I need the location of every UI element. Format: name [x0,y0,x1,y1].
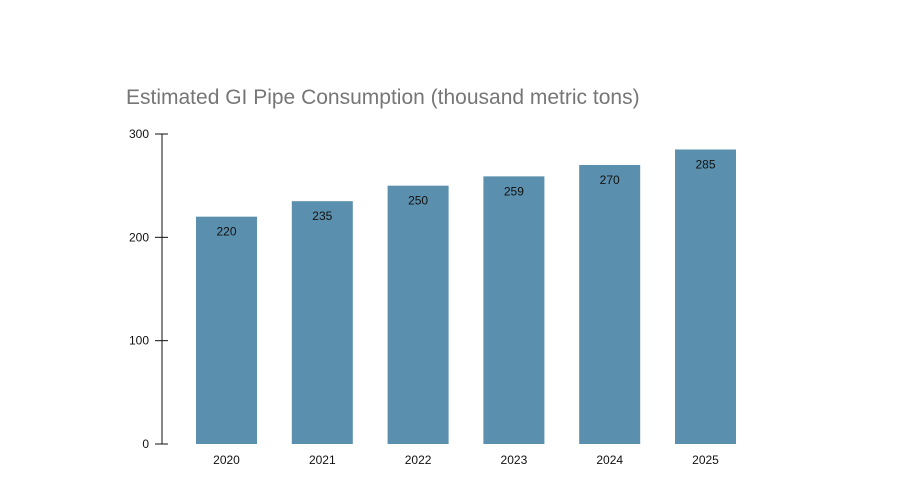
x-tick-label: 2025 [692,453,719,467]
bar [291,201,353,444]
x-tick-label: 2021 [309,453,336,467]
x-tick-label: 2024 [596,453,623,467]
y-ticks: 0 100 200 300 [129,127,168,451]
x-tick-label: 2022 [405,453,432,467]
data-label: 270 [600,173,620,187]
y-tick-label: 100 [129,334,149,348]
data-label: 250 [408,194,428,208]
bar [483,176,545,444]
bar [196,216,257,444]
data-labels: 220 235 250 259 270 285 [216,158,715,239]
data-label: 235 [312,209,332,223]
data-label: 259 [504,184,524,198]
y-tick-label: 300 [129,127,149,141]
bars [196,149,736,444]
y-tick-label: 200 [129,230,149,244]
bar [675,149,736,444]
bar [387,185,449,444]
bar [579,165,641,444]
data-label: 285 [695,158,715,172]
y-tick-label: 0 [142,437,149,451]
data-label: 220 [216,225,236,239]
x-tick-label: 2020 [213,453,240,467]
x-tick-label: 2023 [501,453,528,467]
x-tick-labels: 2020 2021 2022 2023 2024 2025 [213,453,719,467]
chart-title: Estimated GI Pipe Consumption (thousand … [126,86,640,109]
